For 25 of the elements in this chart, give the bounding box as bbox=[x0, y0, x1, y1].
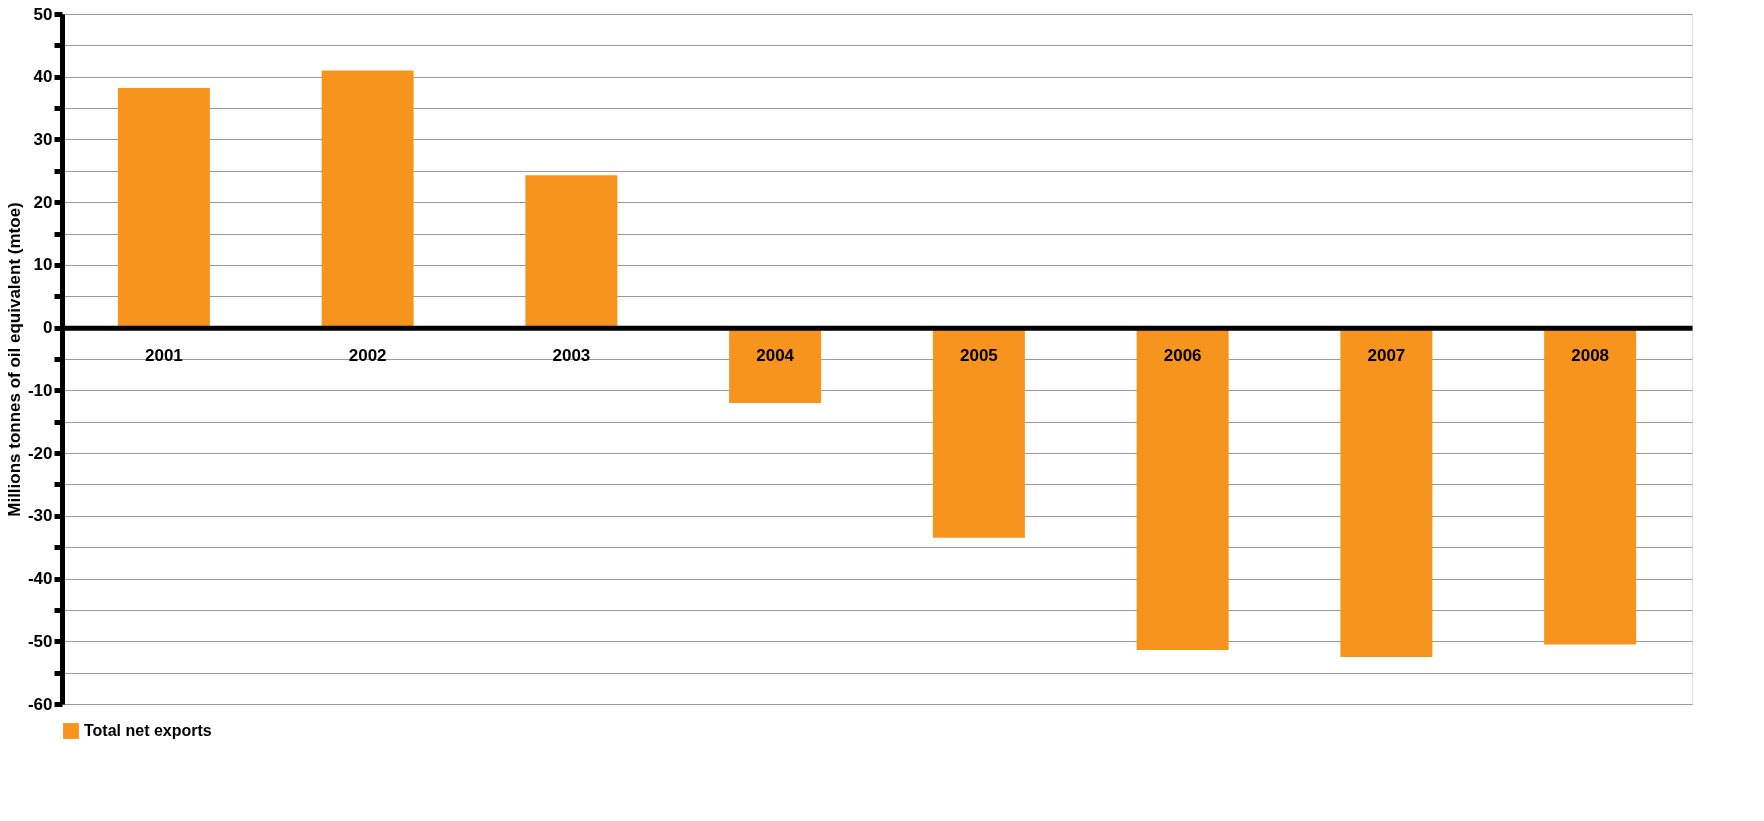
y-tick-label: -40 bbox=[27, 569, 53, 589]
x-tick-label: 2005 bbox=[959, 346, 998, 366]
y-tick-label: 20 bbox=[33, 192, 53, 212]
bar bbox=[321, 70, 414, 328]
bar bbox=[525, 175, 618, 328]
y-tick-label: -30 bbox=[27, 506, 53, 526]
y-axis-title: Millions tonnes of oil equivalent (mtoe) bbox=[4, 202, 24, 517]
y-tick-label: 50 bbox=[33, 4, 53, 24]
x-tick-label: 2007 bbox=[1367, 346, 1406, 366]
x-tick-label: 2006 bbox=[1163, 346, 1202, 366]
y-tick-label: -50 bbox=[27, 631, 53, 651]
bar bbox=[117, 88, 210, 328]
x-tick-label: 2002 bbox=[348, 346, 387, 366]
legend-label: Total net exports bbox=[84, 722, 212, 739]
y-tick-label: 10 bbox=[33, 255, 53, 275]
y-tick-label: 40 bbox=[33, 67, 53, 87]
x-tick-label: 2003 bbox=[552, 346, 591, 366]
x-tick-label: 2008 bbox=[1571, 346, 1610, 366]
y-tick-label: -60 bbox=[27, 694, 53, 714]
x-tick-label: 2001 bbox=[144, 346, 183, 366]
y-tick-label: -10 bbox=[27, 380, 53, 400]
y-tick-label: 0 bbox=[43, 318, 53, 338]
y-tick-label: 30 bbox=[33, 129, 53, 149]
y-tick-label: -20 bbox=[27, 443, 53, 463]
x-tick-label: 2004 bbox=[756, 346, 795, 366]
